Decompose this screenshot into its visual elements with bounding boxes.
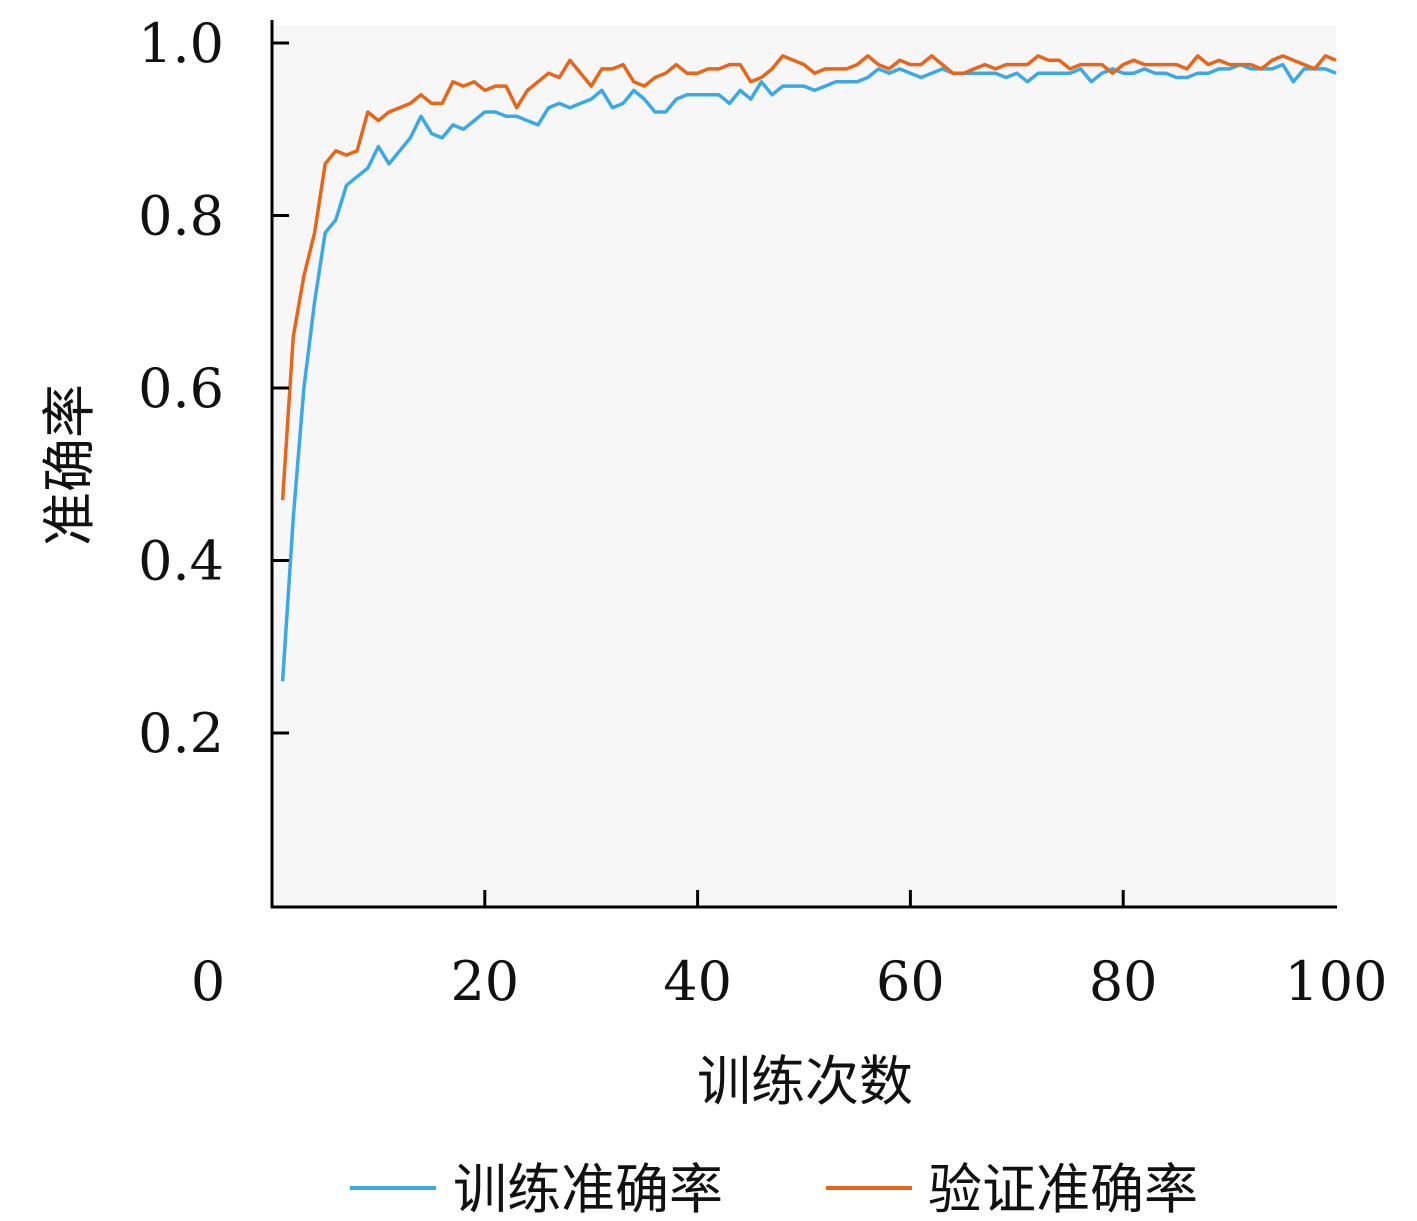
x-axis-label: 训练次数 — [697, 1050, 913, 1113]
y-tick-label: 0.2 — [138, 702, 224, 765]
ticks: 0 20 40 60 80 100 0.2 0.4 0.6 0.8 1.0 — [138, 12, 1387, 1013]
x-tick-label: 60 — [876, 950, 945, 1013]
val-accuracy-line — [280, 54, 1337, 501]
y-tick-label: 0.8 — [138, 185, 224, 248]
x-tick-label: 0 — [191, 950, 225, 1013]
y-tick-label: 0.6 — [138, 357, 224, 420]
train-accuracy-line — [280, 62, 1337, 682]
legend-label-train: 训练准确率 — [453, 1158, 723, 1221]
x-tick-label: 20 — [450, 950, 519, 1013]
x-tick-label: 40 — [663, 950, 732, 1013]
x-tick-label: 100 — [1284, 950, 1387, 1013]
legend: 训练准确率 验证准确率 — [350, 1158, 1198, 1221]
y-tick-label: 0.4 — [138, 530, 224, 593]
y-tick-label: 1.0 — [138, 12, 224, 75]
series-layer — [280, 54, 1337, 682]
legend-label-val: 验证准确率 — [928, 1158, 1198, 1221]
plot-area — [272, 26, 1336, 907]
y-axis-label: 准确率 — [38, 384, 101, 546]
x-tick-label: 80 — [1089, 950, 1158, 1013]
